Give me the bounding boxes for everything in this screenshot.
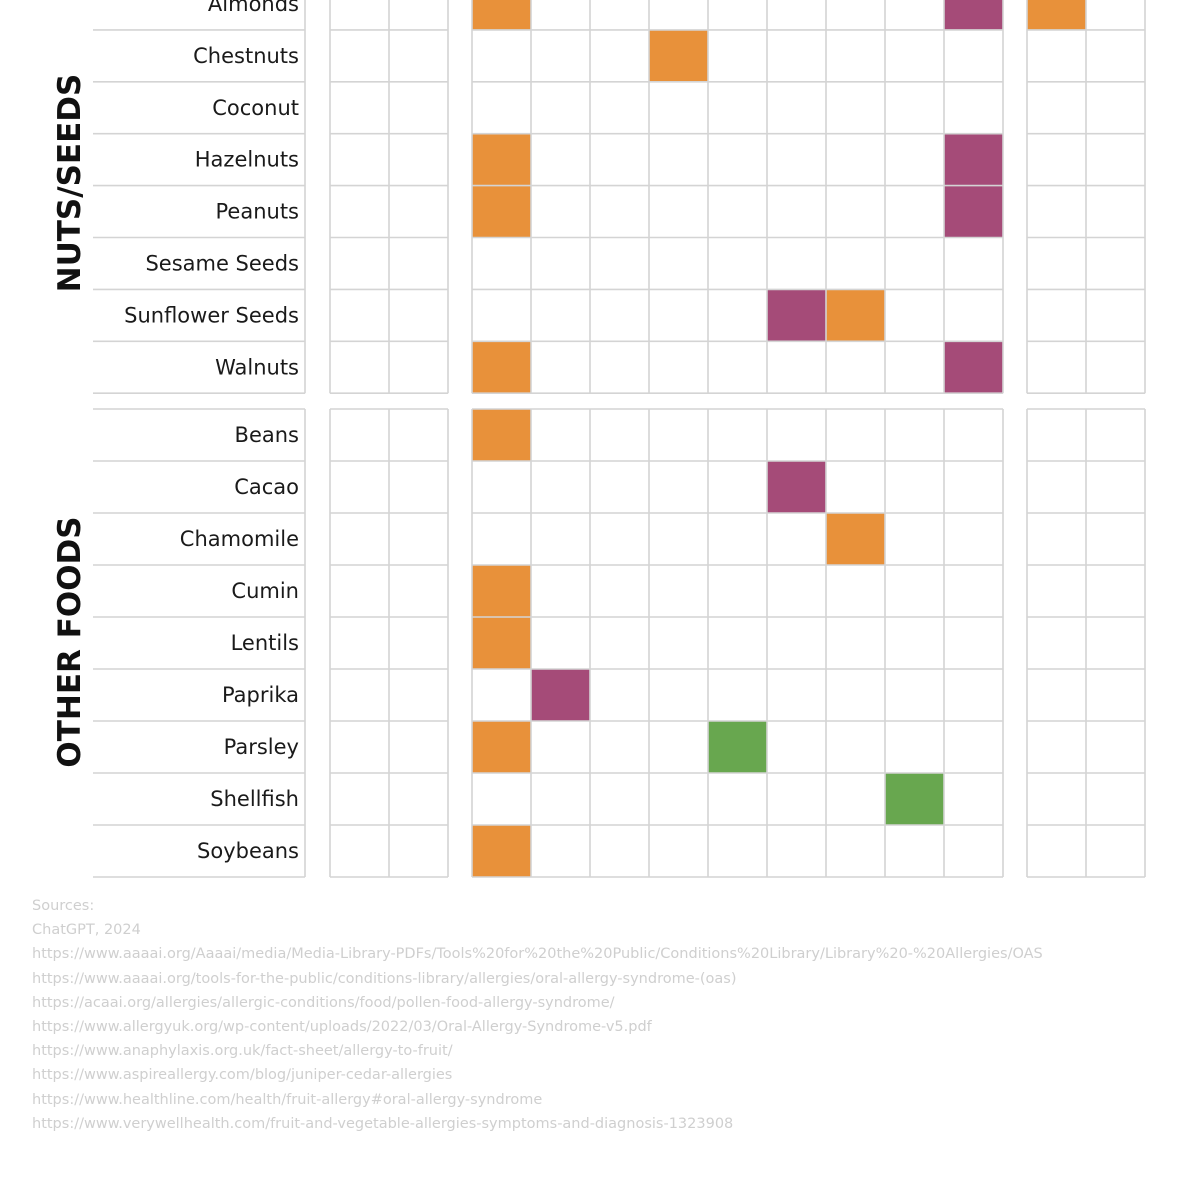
source-line: https://www.aaaai.org/tools-for-the-publ… <box>32 970 737 987</box>
group-label: OTHER FOODS <box>52 516 88 767</box>
source-line: https://acaai.org/allergies/allergic-con… <box>32 994 615 1011</box>
row-label: Coconut <box>212 96 299 120</box>
heatmap-cell-orange <box>472 409 531 461</box>
heatmap-cell-orange <box>472 185 531 238</box>
row-label: Lentils <box>231 631 299 655</box>
heatmap-cell-orange <box>649 29 708 82</box>
row-label: Walnuts <box>215 355 299 379</box>
heatmap-cell-purple <box>531 669 590 721</box>
row-label: Parsley <box>224 735 299 759</box>
source-line: https://www.aspireallergy.com/blog/junip… <box>32 1067 453 1084</box>
heatmap-cell-purple <box>944 185 1003 238</box>
row-label: Chamomile <box>180 527 299 551</box>
heatmap-cell-orange <box>826 289 885 342</box>
heatmap-cell-purple <box>944 341 1003 394</box>
group-label: NUTS/SEEDS <box>52 74 88 293</box>
heatmap-cell-purple <box>944 133 1003 186</box>
source-line: https://www.allergyuk.org/wp-content/upl… <box>32 1019 652 1036</box>
source-line: https://www.aaaai.org/Aaaai/media/Media-… <box>32 946 1043 963</box>
row-label: Peanuts <box>216 200 300 224</box>
heatmap-cell-orange <box>472 341 531 394</box>
heatmap-cell-orange <box>472 825 531 877</box>
row-label: Beans <box>235 423 299 447</box>
row-label: Sesame Seeds <box>145 251 299 275</box>
heatmap-cell-orange <box>472 0 531 30</box>
source-line: https://www.verywellhealth.com/fruit-and… <box>32 1115 734 1132</box>
row-label: Chestnuts <box>193 44 299 68</box>
row-label: Cacao <box>234 475 299 499</box>
heatmap-cell-orange <box>472 617 531 669</box>
heatmap-cell-orange <box>1027 0 1086 30</box>
heatmap-cell-purple <box>767 461 826 513</box>
row-label: Soybeans <box>197 839 299 863</box>
heatmap-cell-purple <box>944 0 1003 30</box>
heatmap-cell-orange <box>472 721 531 773</box>
heatmap-cell-orange <box>826 513 885 565</box>
source-line: https://www.healthline.com/health/fruit-… <box>32 1091 543 1108</box>
heatmap-cell-purple <box>767 289 826 342</box>
heatmap-cell-green <box>885 773 944 825</box>
row-label: Cumin <box>231 579 299 603</box>
sources-heading: Sources: <box>32 898 95 914</box>
row-label: Paprika <box>222 683 299 707</box>
row-label: Almonds <box>208 0 299 16</box>
sources-block: Sources: ChatGPT, 2024 https://www.aaaai… <box>32 894 1146 1136</box>
heatmap-cell-orange <box>472 133 531 186</box>
row-label: Sunflower Seeds <box>124 303 299 327</box>
source-line: https://www.anaphylaxis.org.uk/fact-shee… <box>32 1043 453 1060</box>
row-label: Hazelnuts <box>195 148 299 172</box>
source-line: ChatGPT, 2024 <box>32 922 141 939</box>
row-label: Shellfish <box>210 787 299 811</box>
heatmap-cell-green <box>708 721 767 773</box>
heatmap-cell-orange <box>472 565 531 617</box>
